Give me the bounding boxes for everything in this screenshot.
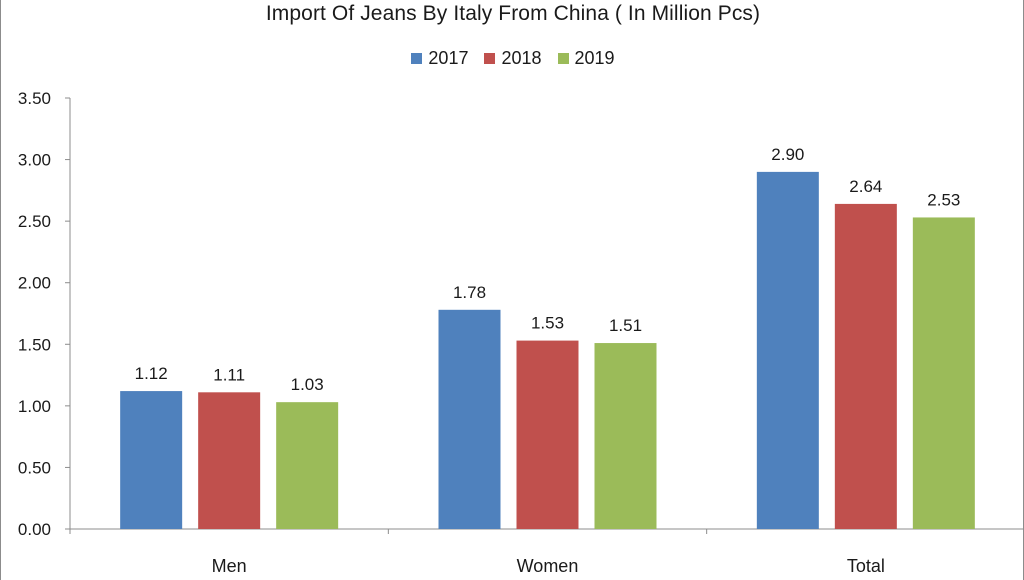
x-tick-label: Men [212, 556, 247, 576]
x-tick-label: Women [517, 556, 579, 576]
y-tick-label: 1.00 [18, 397, 51, 416]
y-tick-label: 3.50 [18, 89, 51, 108]
bar-2017-men [120, 391, 183, 529]
y-tick-label: 3.00 [18, 151, 51, 170]
data-label: 1.03 [291, 375, 324, 394]
legend-swatch-2019 [557, 53, 569, 64]
data-label: 2.64 [849, 177, 882, 196]
bar-2018-men [198, 392, 261, 529]
y-tick-label: 0.50 [18, 458, 51, 477]
bar-2018-total [834, 203, 897, 529]
legend-label-2017: 2017 [428, 48, 469, 68]
data-label: 1.78 [453, 283, 486, 302]
bar-2019-women [594, 343, 657, 529]
bar-2019-men [276, 402, 339, 529]
chart-title: Import Of Jeans By Italy From China ( In… [265, 2, 761, 25]
bar-2018-women [516, 340, 579, 529]
bar-2019-total [912, 217, 975, 529]
x-tick-label: Total [847, 556, 885, 576]
data-label: 2.90 [771, 145, 804, 164]
legend-swatch-2018 [484, 53, 496, 64]
bar-2017-total [756, 171, 819, 529]
legend: 2017 2018 2019 [1, 48, 1024, 69]
data-label: 1.12 [135, 364, 168, 383]
data-label: 1.53 [531, 314, 564, 333]
y-tick-label: 2.00 [18, 274, 51, 293]
legend-item-2018: 2018 [484, 48, 542, 69]
data-label: 1.11 [213, 365, 245, 384]
y-tick-label: 1.50 [18, 335, 51, 354]
data-label: 2.53 [927, 190, 960, 209]
legend-label-2018: 2018 [501, 48, 542, 68]
legend-item-2017: 2017 [411, 48, 468, 69]
legend-item-2019: 2019 [557, 48, 615, 69]
y-tick-label: 2.50 [18, 212, 51, 231]
data-label: 1.51 [609, 316, 642, 335]
y-tick-label: 0.00 [18, 520, 51, 539]
legend-swatch-2017 [411, 53, 423, 64]
legend-label-2019: 2019 [574, 48, 615, 68]
bar-2017-women [438, 309, 501, 529]
